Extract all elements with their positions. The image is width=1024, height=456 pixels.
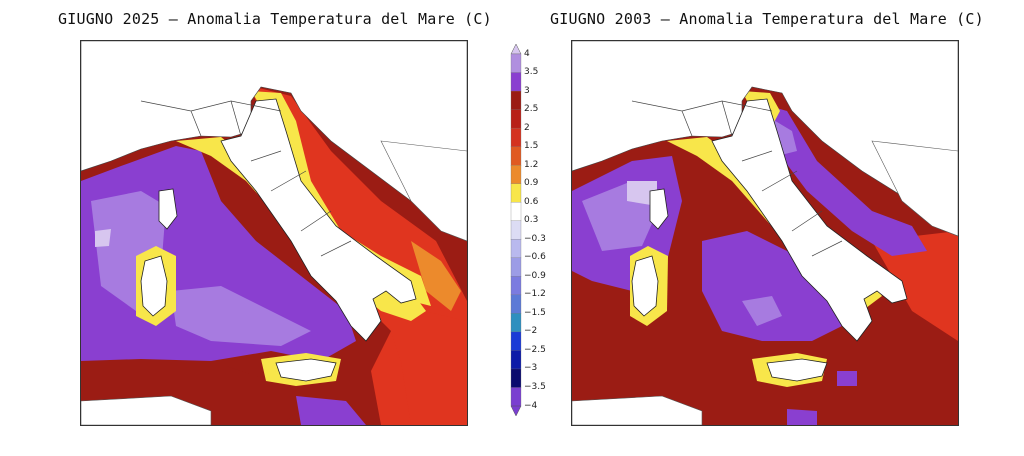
sea-red-east [872,231,958,341]
coast-yellow-adriatic [251,91,431,306]
land-sardinia [140,255,168,317]
colorbar-segment [510,109,522,129]
colorbar-segment [510,387,522,407]
colorbar-tick-label: −0.3 [524,233,546,244]
colorbar-segment [510,313,522,333]
land-tunisia [572,395,703,425]
colorbar-segment [510,294,522,314]
colorbar-tick-label: 0.9 [524,178,539,189]
sea-purple-adriatic [752,101,927,256]
sea-purple-south [296,396,366,425]
colorbar-segment [510,331,522,351]
sea-lightpurple-tyrrhenian [742,296,782,326]
colorbar-tick-label: 4 [524,48,530,59]
colorbar-segment [510,220,522,240]
colorbar-tick-label: −1.2 [524,289,546,300]
region-borders [140,100,352,257]
colorbar-segment [510,90,522,111]
colorbar-tick-label: −3.5 [524,381,546,392]
sea-purple-tyrrhenian [702,231,842,341]
sea-lilac-patch [95,229,111,247]
land-sicily [275,358,337,382]
colorbar-segment [510,146,522,166]
colorbar-tick-label: 1.2 [524,159,539,170]
colorbar-tick-label: −2 [524,326,538,337]
colorbar-tick-label: −1.5 [524,307,546,318]
land-sardinia [631,255,659,317]
colorbar-tick-label: −0.6 [524,252,546,263]
sea-orange-albania [411,241,461,311]
colorbar-tick-label: 1.5 [524,141,539,152]
temperature-anomaly-colorbar [510,44,522,416]
colorbar-tick-label: −4 [524,400,538,411]
colorbar-tick-label: 2 [524,122,530,133]
colorbar-segment [510,257,522,277]
sea-lilac-patch [627,181,657,206]
colorbar-tick-label: 3 [524,85,530,96]
land-balkans [380,140,467,242]
colorbar-segment [510,276,522,296]
colorbar-segment [510,239,522,259]
colorbar-tick-label: 3.5 [524,67,539,78]
colorbar-bottom-arrow [510,405,522,416]
colorbar-tick-label: 0.6 [524,196,539,207]
sea-purple-ionian-patch [837,371,857,386]
land-italy-peninsula [711,98,908,342]
land-corsica [158,188,178,230]
land-corsica [649,188,669,230]
colorbar-segment [510,127,522,148]
colorbar-segment [510,183,522,203]
land-italy-peninsula [220,98,417,342]
region-borders [631,100,843,257]
land-tunisia [81,395,212,425]
colorbar-top-arrow [510,44,522,55]
right-map-title: GIUGNO 2003 – Anomalia Temperatura del M… [550,10,984,28]
land-balkans [871,140,958,237]
colorbar-tick-label: 2.5 [524,104,539,115]
colorbar-tick-label: 0.3 [524,215,539,226]
left-map-title: GIUGNO 2025 – Anomalia Temperatura del M… [58,10,492,28]
colorbar-segment [510,368,522,388]
land-sicily [766,358,828,382]
colorbar-tick-label: −2.5 [524,344,546,355]
map-june-2003 [571,40,959,426]
map-june-2025 [80,40,468,426]
colorbar-segment [510,72,522,92]
colorbar-segment [510,165,522,185]
colorbar-segment [510,53,522,73]
colorbar-tick-label: −0.9 [524,270,546,281]
sea-lightpurple-central [171,286,311,346]
colorbar-segment [510,202,522,222]
sea-purple-south-patch [787,409,817,425]
sea-red-ionian [381,301,467,425]
colorbar-segment [510,350,522,370]
colorbar-tick-label: −3 [524,363,538,374]
